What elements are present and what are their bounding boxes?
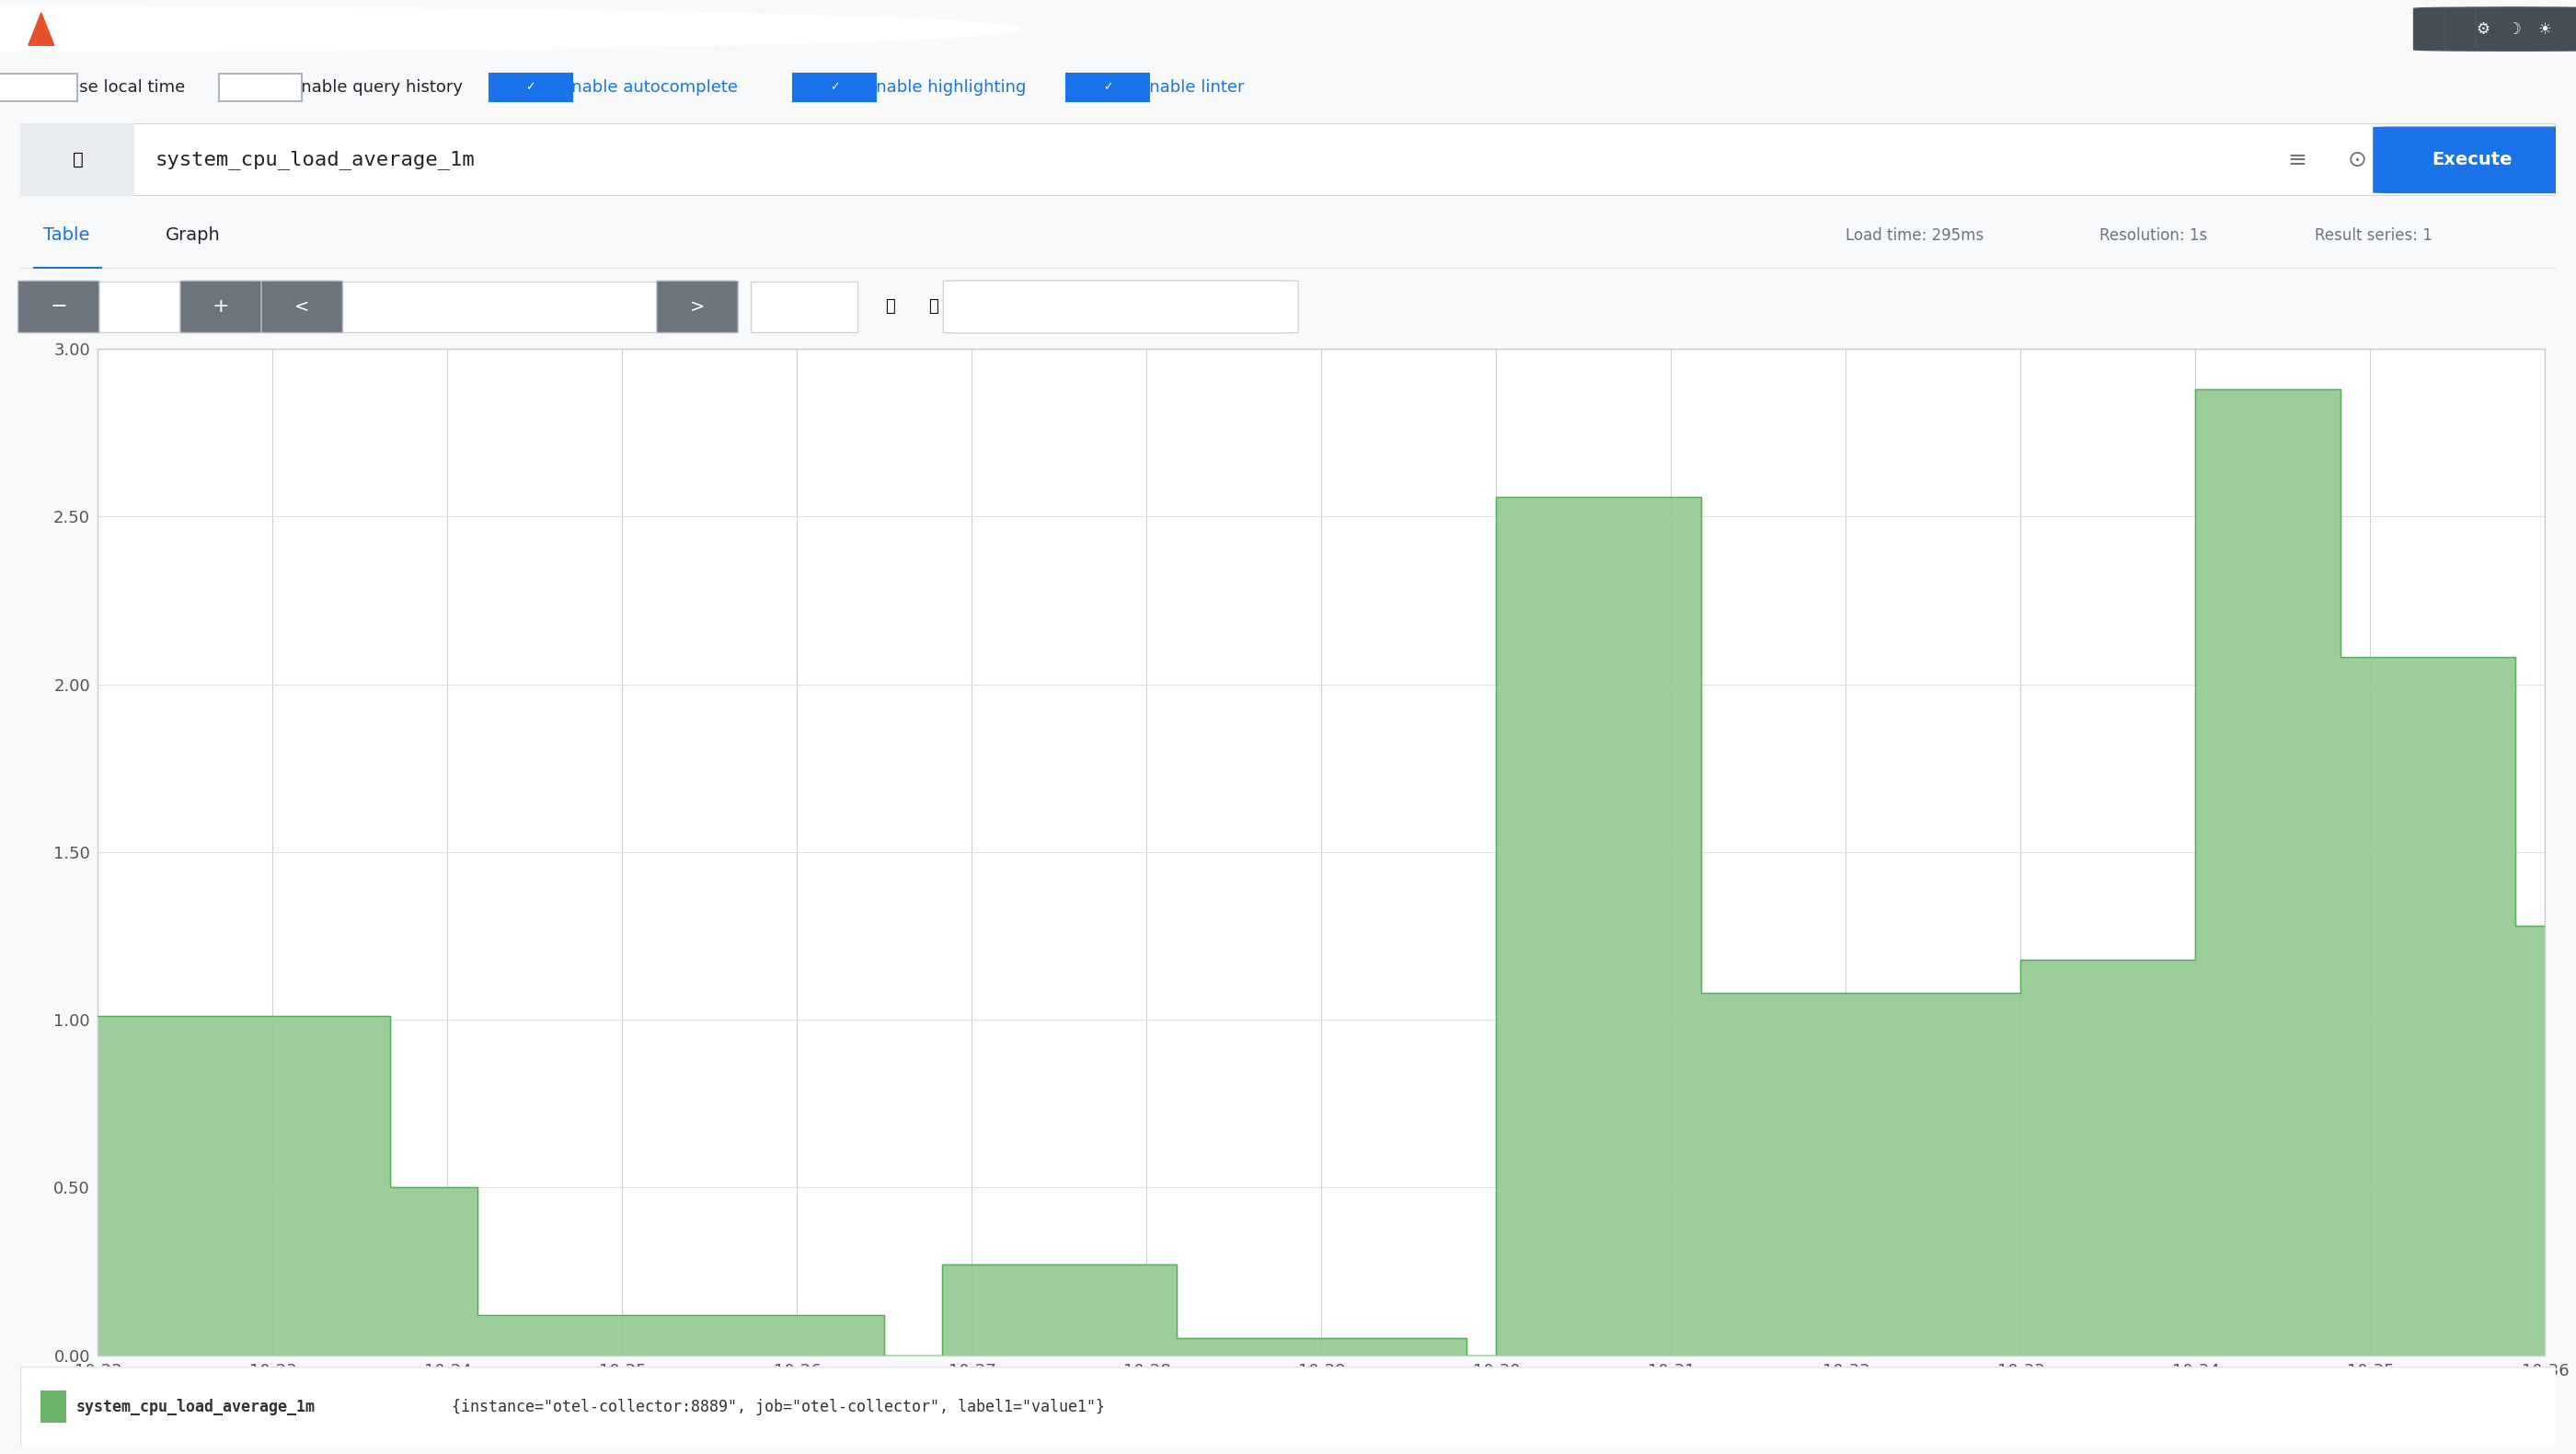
Text: Table: Table <box>44 227 90 244</box>
FancyBboxPatch shape <box>2372 126 2571 193</box>
FancyBboxPatch shape <box>657 281 737 333</box>
Text: ✓: ✓ <box>829 81 840 93</box>
Text: ✓: ✓ <box>526 81 536 93</box>
FancyBboxPatch shape <box>793 74 876 100</box>
Text: Enable highlighting: Enable highlighting <box>866 79 1025 96</box>
FancyBboxPatch shape <box>93 281 188 333</box>
Text: ⚙: ⚙ <box>2476 20 2491 38</box>
Text: Enable linter: Enable linter <box>1139 79 1244 96</box>
FancyBboxPatch shape <box>18 281 100 333</box>
Text: End time: End time <box>464 298 536 316</box>
Bar <box>41 1390 67 1422</box>
Text: system_cpu_load_average_1m: system_cpu_load_average_1m <box>77 1399 317 1415</box>
Text: ≡: ≡ <box>2287 148 2306 172</box>
Text: Load time: 295ms: Load time: 295ms <box>1844 227 1984 244</box>
Text: Graph: Graph <box>407 20 461 38</box>
FancyBboxPatch shape <box>2445 7 2576 51</box>
Text: 1: 1 <box>799 298 809 316</box>
FancyBboxPatch shape <box>943 281 1298 333</box>
FancyBboxPatch shape <box>489 74 572 100</box>
Text: Help: Help <box>639 20 680 38</box>
Text: Enable query history: Enable query history <box>291 79 464 96</box>
Text: ☽: ☽ <box>2506 20 2522 38</box>
FancyBboxPatch shape <box>21 124 2555 196</box>
Text: {instance="otel-collector:8889", job="otel-collector", label1="value1"}: {instance="otel-collector:8889", job="ot… <box>451 1399 1105 1415</box>
Text: 📈: 📈 <box>886 298 894 316</box>
Text: >: > <box>690 298 706 316</box>
Text: Resolution: 1s: Resolution: 1s <box>2099 227 2208 244</box>
Circle shape <box>0 7 1020 51</box>
FancyBboxPatch shape <box>2476 7 2576 51</box>
Text: 15m: 15m <box>121 298 157 316</box>
Bar <box>21 124 134 196</box>
Text: Result series: 1: Result series: 1 <box>2316 227 2432 244</box>
Text: 📊: 📊 <box>927 298 938 316</box>
Text: +: + <box>211 298 229 316</box>
FancyBboxPatch shape <box>335 281 665 333</box>
Text: ☀: ☀ <box>2537 20 2553 38</box>
Text: ⊙: ⊙ <box>2347 148 2367 172</box>
FancyBboxPatch shape <box>0 74 77 100</box>
Text: −: − <box>49 298 67 316</box>
Text: 🔍: 🔍 <box>72 151 82 169</box>
FancyBboxPatch shape <box>750 281 858 333</box>
Polygon shape <box>28 13 54 45</box>
FancyBboxPatch shape <box>2414 7 2553 51</box>
FancyBboxPatch shape <box>180 281 260 333</box>
Text: Status ▾: Status ▾ <box>513 20 585 38</box>
FancyBboxPatch shape <box>260 281 343 333</box>
Text: Graph: Graph <box>165 227 222 244</box>
FancyBboxPatch shape <box>1066 74 1149 100</box>
Text: ✓: ✓ <box>1103 81 1113 93</box>
Text: system_cpu_load_average_1m: system_cpu_load_average_1m <box>155 150 474 170</box>
Text: Use local time: Use local time <box>67 79 185 96</box>
Text: Execute: Execute <box>2432 151 2512 169</box>
FancyBboxPatch shape <box>219 74 301 100</box>
Text: Prometheus: Prometheus <box>85 17 234 41</box>
Text: <: < <box>294 298 309 316</box>
Text: Show Exemplars: Show Exemplars <box>1051 298 1190 316</box>
Text: Enable autocomplete: Enable autocomplete <box>562 79 739 96</box>
Text: Alerts: Alerts <box>301 20 353 38</box>
